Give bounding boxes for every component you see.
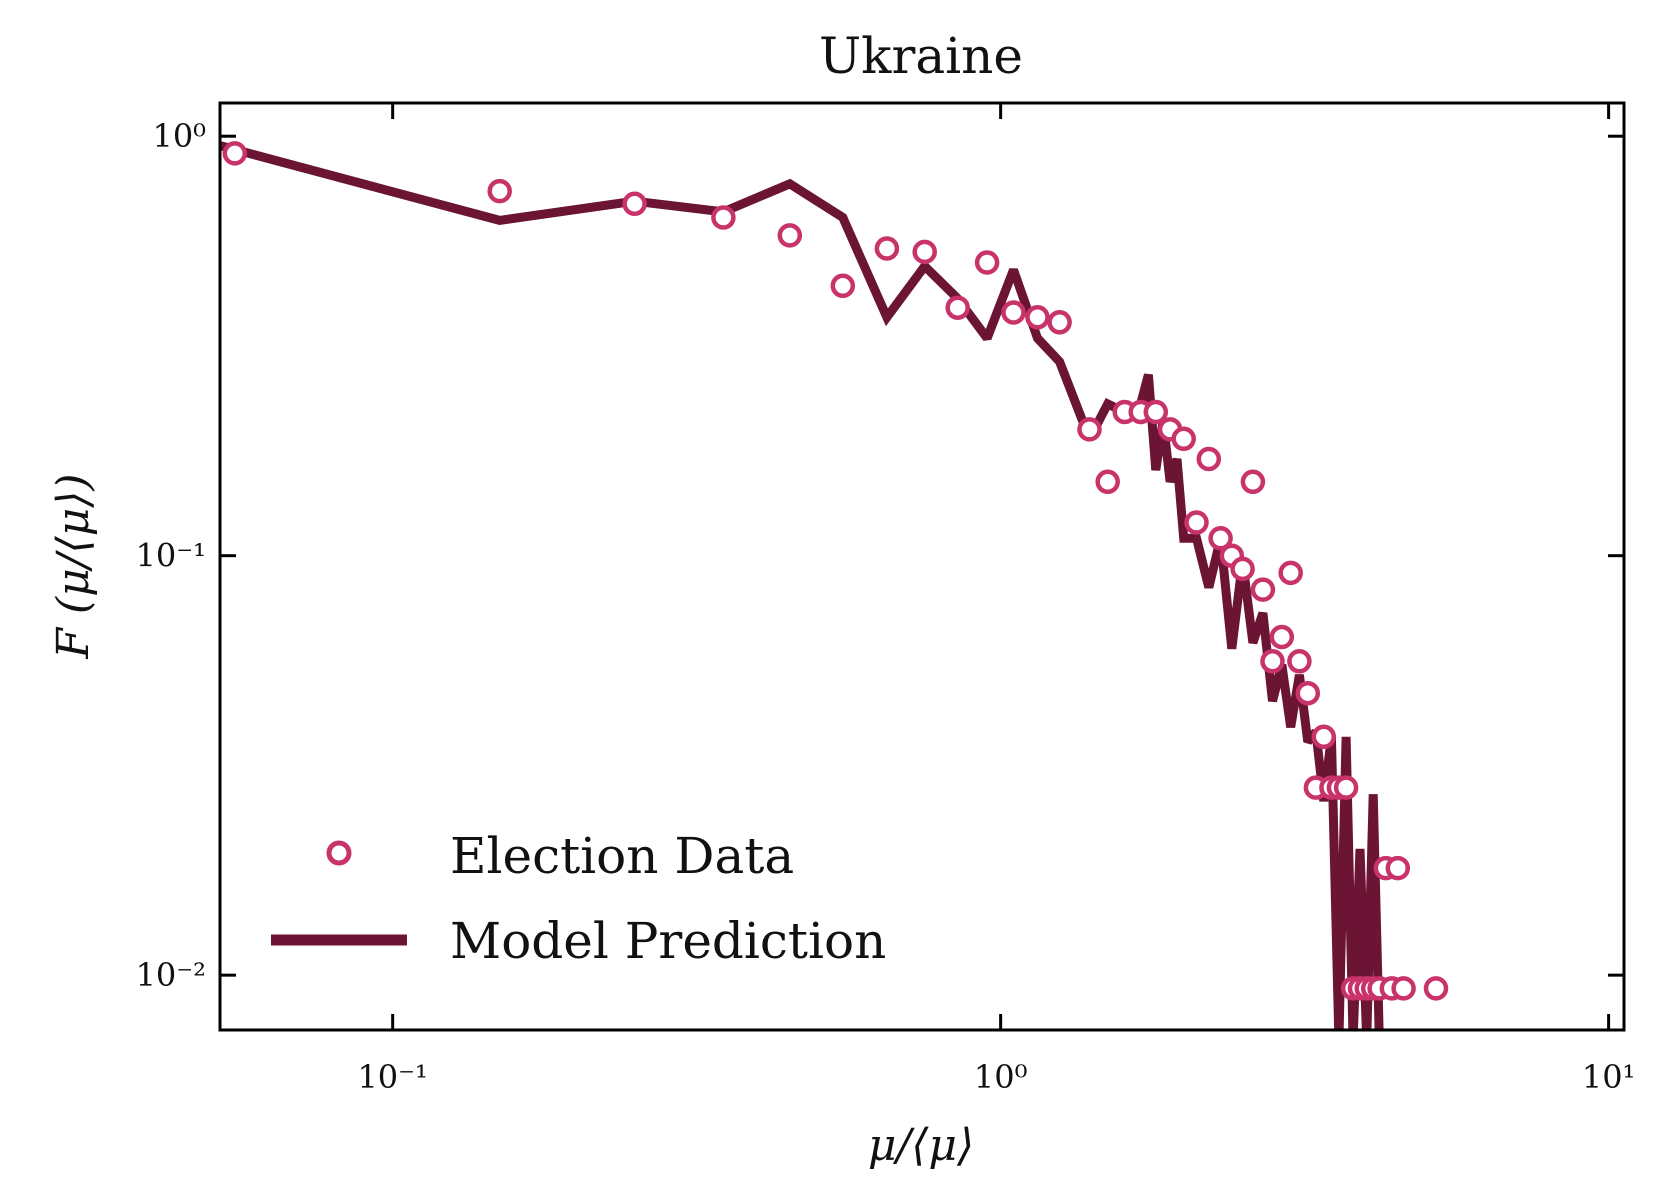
election-data-point	[1311, 724, 1337, 750]
election-data-point	[622, 191, 647, 217]
ticks-layer: 10⁻¹ 10⁰ 10¹ 10⁰ 10⁻¹ 10⁻²	[136, 103, 1636, 1096]
y-axis-label: F (μ/⟨μ⟩)	[48, 473, 99, 659]
election-data-point	[1230, 556, 1255, 582]
x-tick-label: 10⁻¹	[357, 1058, 427, 1096]
plot-frame	[218, 101, 1626, 1032]
legend-model-prediction-label: Model Prediction	[450, 912, 886, 970]
election-data-point	[945, 295, 970, 320]
election-data-point	[1143, 399, 1169, 425]
election-data-point	[1250, 577, 1276, 602]
election-data-point	[1184, 510, 1209, 535]
election-data-point	[874, 236, 900, 261]
election-data-point	[1269, 624, 1295, 650]
election-data-point	[222, 141, 248, 166]
election-data-point	[1095, 469, 1120, 495]
chart-title: Ukraine	[819, 27, 1023, 85]
election-data-layer	[222, 141, 1449, 1001]
x-tick-label: 10⁰	[974, 1058, 1028, 1096]
election-data-point	[1171, 426, 1196, 452]
y-tick-label: 10⁻¹	[136, 537, 206, 575]
election-data-point	[1260, 649, 1285, 674]
election-data-point	[1025, 305, 1050, 330]
election-data-point	[1295, 680, 1321, 706]
election-data-point	[1047, 310, 1072, 335]
election-data-point	[974, 250, 1000, 275]
legend-election-data-label: Election Data	[450, 827, 794, 885]
x-axis-label: μ/⟨μ⟩	[868, 1120, 974, 1171]
legend-election-data-marker	[326, 840, 352, 866]
election-data-point	[1196, 446, 1222, 472]
election-data-point	[1001, 300, 1026, 325]
election-data-point	[1278, 560, 1303, 586]
election-data-point	[1423, 976, 1449, 1001]
x-tick-label: 10¹	[1582, 1058, 1636, 1096]
y-tick-label: 10⁰	[152, 117, 206, 155]
election-data-point	[711, 205, 736, 230]
election-data-point	[1287, 649, 1312, 674]
y-tick-label: 10⁻²	[136, 956, 206, 994]
election-data-point	[1077, 417, 1102, 442]
election-data-point	[1240, 469, 1266, 495]
election-data-point	[1333, 775, 1359, 800]
election-data-point	[487, 178, 512, 204]
election-data-point	[1208, 526, 1233, 551]
election-data-point	[1385, 855, 1411, 881]
election-data-point	[777, 223, 803, 248]
election-data-point	[912, 239, 937, 265]
election-data-point	[1391, 976, 1416, 1001]
legend: Election Data Model Prediction	[271, 827, 886, 970]
election-data-point	[830, 273, 856, 299]
